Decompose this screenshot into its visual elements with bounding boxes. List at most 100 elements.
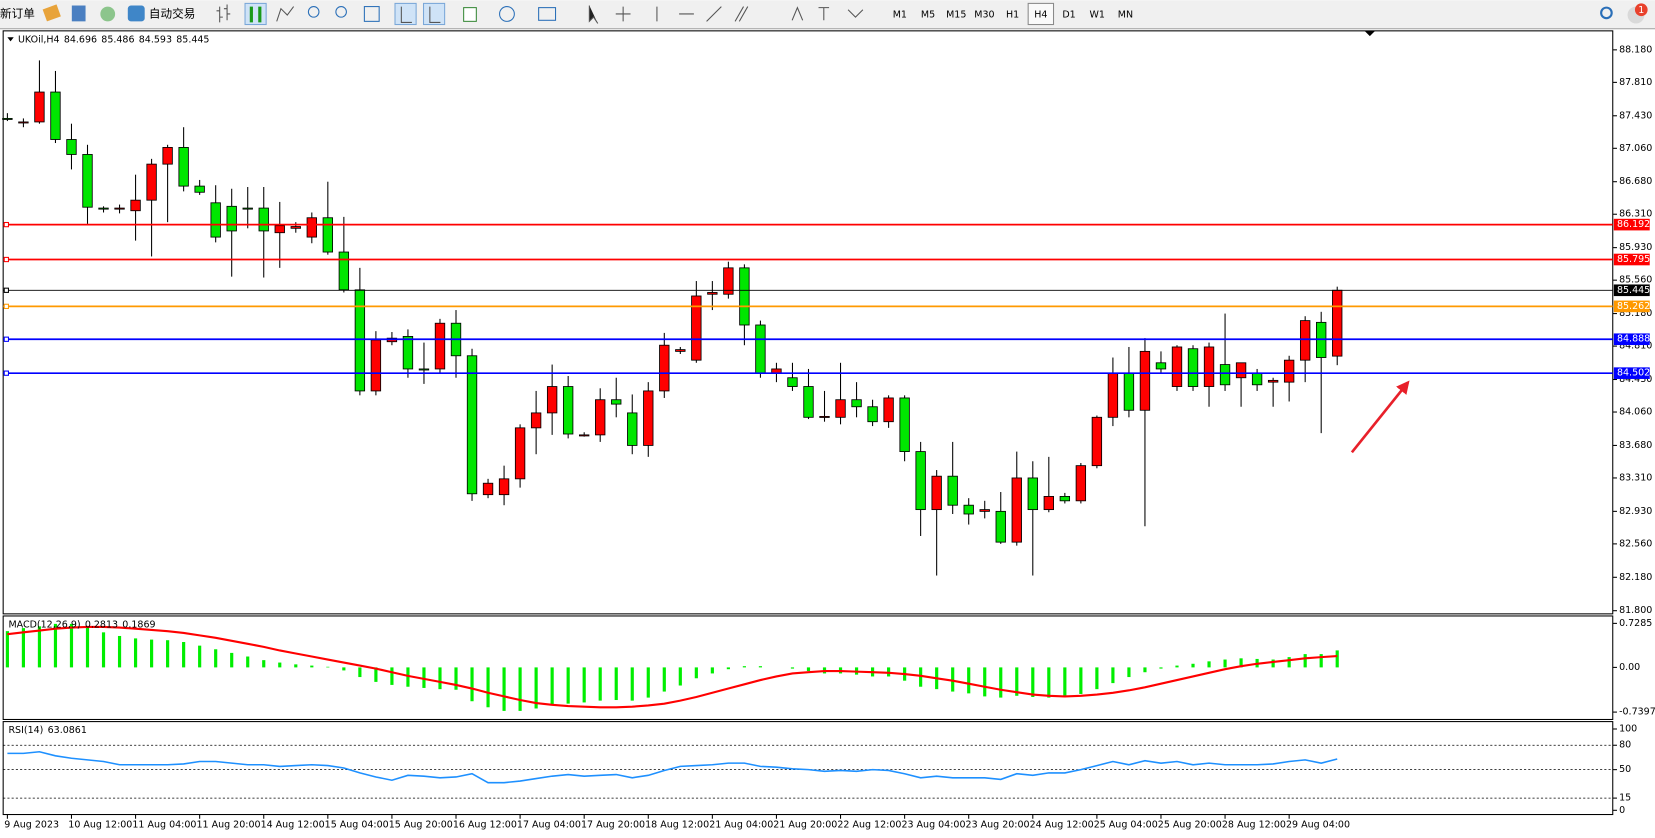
macd-bar <box>150 639 154 668</box>
icon[interactable] <box>588 5 599 24</box>
candle-body <box>867 406 878 423</box>
candle-body <box>595 399 606 436</box>
icon[interactable] <box>538 7 557 21</box>
icon[interactable] <box>335 6 347 18</box>
price-label: 85.445 <box>1617 285 1650 296</box>
macd-bar <box>1303 654 1307 668</box>
icon-pressed[interactable] <box>394 2 417 26</box>
alerts-count[interactable]: 1 <box>1638 5 1644 16</box>
header-value: 0.1869 <box>122 619 155 630</box>
header-value: 84.593 <box>139 34 172 45</box>
macd-bar <box>117 635 122 668</box>
candle-body <box>979 509 990 512</box>
timeframe-button[interactable]: D1 <box>1062 10 1075 21</box>
macd-bar <box>919 667 923 687</box>
macd-bar <box>1223 659 1227 668</box>
y-tick-label: -0.7397 <box>1619 707 1655 718</box>
candle-body <box>322 217 334 253</box>
candle-body <box>98 207 109 210</box>
candle-body <box>306 217 317 238</box>
y-tick-label: 82.180 <box>1619 572 1652 583</box>
macd-bar <box>566 667 570 704</box>
icon[interactable] <box>615 6 631 22</box>
macd-bar <box>614 667 618 701</box>
timeframe-button[interactable]: MN <box>1118 10 1133 21</box>
icon[interactable] <box>429 6 441 23</box>
macd-bar <box>502 667 506 711</box>
macd-bar <box>214 649 218 668</box>
tool-icons <box>216 2 864 26</box>
macd-bar <box>1079 667 1083 694</box>
timeframe-button[interactable]: M5 <box>921 10 935 21</box>
candle-body <box>226 205 237 232</box>
macd-bar <box>85 627 90 668</box>
icon-pressed[interactable] <box>422 2 446 26</box>
candle-body <box>947 475 958 506</box>
icon[interactable] <box>100 6 116 22</box>
timeframe-button[interactable]: H1 <box>1006 10 1019 21</box>
icon[interactable] <box>42 4 61 22</box>
macd-bar <box>262 660 266 668</box>
candle-body <box>1123 372 1135 411</box>
candle-body <box>931 475 942 511</box>
icon[interactable] <box>656 6 749 22</box>
candle-body <box>1075 465 1087 502</box>
timeframe-active[interactable] <box>1027 2 1055 26</box>
macd-bar <box>758 666 763 668</box>
auto-trading-button[interactable]: 自动交易 <box>149 6 195 20</box>
x-tick-label: 18 Aug 12:00 <box>645 820 709 831</box>
icon[interactable] <box>463 7 477 22</box>
y-tick-label: 50 <box>1619 764 1631 775</box>
line-handle <box>3 221 9 228</box>
candle-body <box>274 225 285 234</box>
macd-bar <box>390 667 394 685</box>
header-value: 0.2813 <box>85 619 118 630</box>
y-tick-label: 15 <box>1619 793 1631 804</box>
icon[interactable] <box>791 6 864 21</box>
icon[interactable] <box>216 4 231 23</box>
icon[interactable] <box>307 6 320 18</box>
timeframe-button[interactable]: M30 <box>974 10 994 21</box>
candle-body <box>482 482 494 496</box>
icon-pressed[interactable] <box>244 2 267 26</box>
x-tick-label: 10 Aug 12:00 <box>68 820 132 831</box>
macd-bar <box>1127 667 1131 678</box>
price-label-bg <box>1613 218 1650 231</box>
icon[interactable] <box>363 6 380 22</box>
macd-bar <box>5 631 9 668</box>
candle-body <box>162 147 173 165</box>
icon[interactable] <box>71 5 86 22</box>
chart-shift-marker <box>1364 30 1376 37</box>
x-tick-label: 23 Aug 20:00 <box>966 820 1030 831</box>
timeframe-button[interactable]: W1 <box>1090 10 1105 21</box>
macd-bar <box>678 667 682 686</box>
candle-body <box>707 292 718 295</box>
candle-body <box>82 154 93 208</box>
x-tick-label: 23 Aug 04:00 <box>901 820 965 831</box>
macd-bar <box>1047 667 1051 698</box>
candle-body <box>434 322 446 370</box>
timeframe-button[interactable]: M15 <box>946 10 966 21</box>
auto-trading-icon[interactable] <box>127 5 145 22</box>
candle-body <box>675 349 686 352</box>
new-order-button[interactable]: 新订单 <box>0 6 35 20</box>
x-tick-label: 21 Aug 20:00 <box>773 820 837 831</box>
icon[interactable] <box>276 6 295 22</box>
y-tick-label: 100 <box>1619 723 1637 734</box>
price-label: 84.502 <box>1617 368 1650 379</box>
candle-body <box>1043 495 1054 511</box>
icon[interactable] <box>400 6 412 23</box>
candle-body <box>562 386 574 435</box>
candle-body <box>819 415 830 418</box>
icon[interactable] <box>499 6 515 22</box>
toolbar-bg <box>0 0 1655 29</box>
price-label-bg <box>1613 284 1650 297</box>
alerts-badge[interactable] <box>1634 3 1648 17</box>
icon[interactable] <box>249 6 262 23</box>
y-tick-label: 83.680 <box>1619 440 1652 451</box>
timeframe-button[interactable]: H4 <box>1034 10 1047 21</box>
candle-body <box>546 386 558 414</box>
candle-body <box>34 91 45 123</box>
timeframe-button[interactable]: M1 <box>893 10 907 21</box>
search-icon[interactable] <box>1600 6 1613 20</box>
